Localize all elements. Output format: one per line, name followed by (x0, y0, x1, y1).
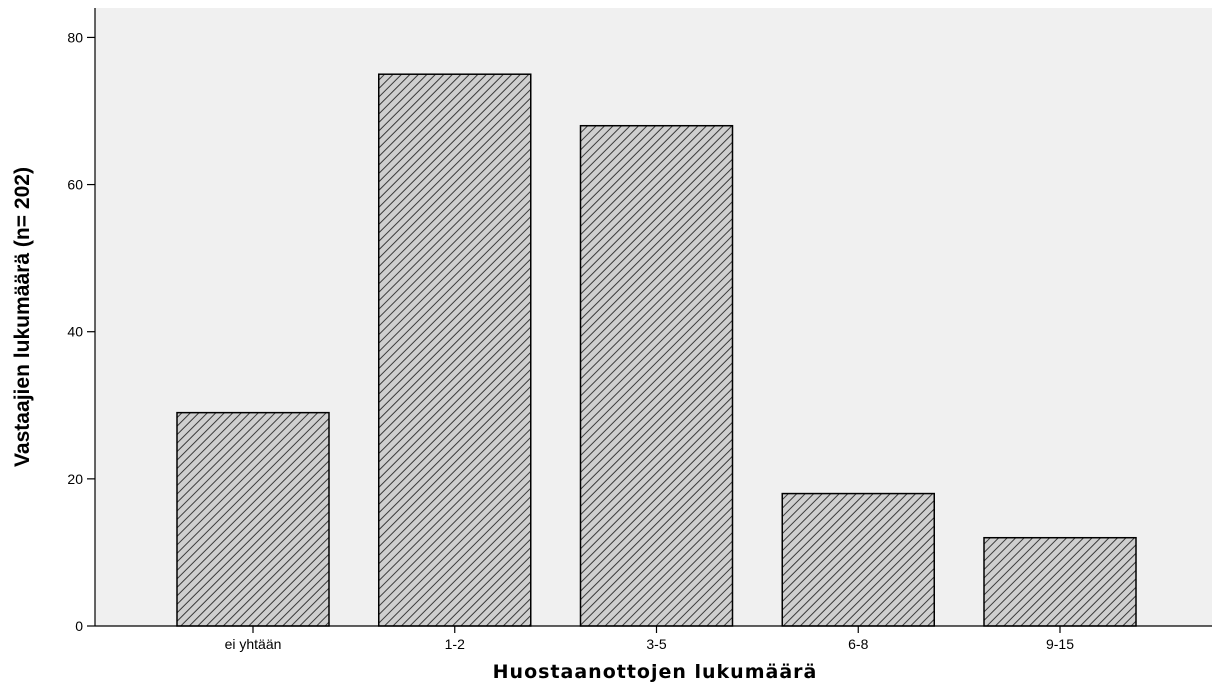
bars-group (176, 73, 1137, 627)
bar-4 (983, 536, 1137, 627)
y-tick-label: 60 (67, 177, 83, 193)
x-tick-label: ei yhtään (225, 636, 282, 652)
x-axis-title: Huostaanottojen lukumäärä (493, 661, 818, 683)
y-axis: 0 20 40 60 80 (67, 8, 96, 634)
bar-3 (781, 492, 935, 627)
x-tick-label: 9-15 (1046, 636, 1074, 652)
y-tick-label: 0 (75, 618, 83, 634)
y-tick-label: 40 (67, 324, 83, 340)
x-axis: ei yhtään 1-2 3-5 6-8 9-15 (95, 625, 1212, 652)
bar-0 (176, 411, 330, 627)
y-tick-label: 80 (67, 29, 83, 45)
y-tick-label: 20 (67, 471, 83, 487)
y-axis-title: Vastaajien lukumäärä (n= 202) (11, 167, 34, 467)
x-tick-label: 3-5 (646, 636, 666, 652)
bar-1 (378, 73, 532, 627)
bar-2 (579, 124, 734, 627)
x-tick-label: 6-8 (848, 636, 868, 652)
x-tick-label: 1-2 (445, 636, 465, 652)
